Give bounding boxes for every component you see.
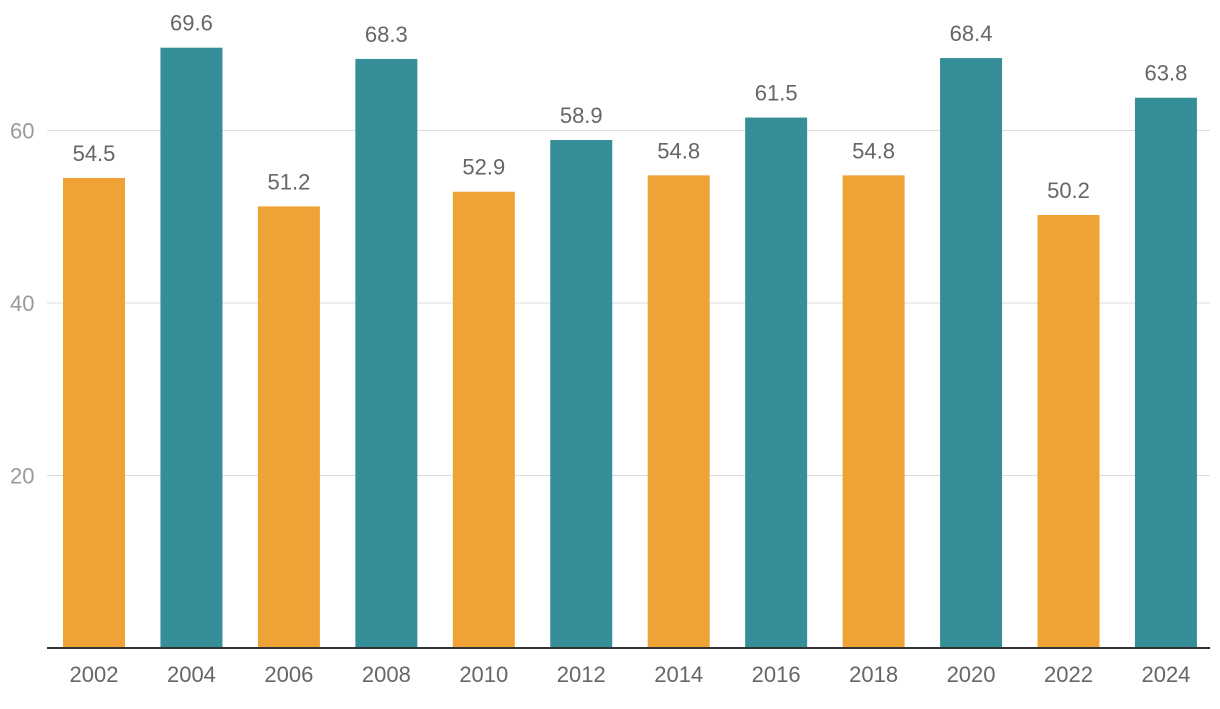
x-tick-label: 2012 xyxy=(557,662,606,687)
bar-2018 xyxy=(842,175,905,648)
data-label: 69.6 xyxy=(170,11,213,36)
y-tick-label: 60 xyxy=(10,119,34,144)
bar-2004 xyxy=(160,47,223,648)
bar-2016 xyxy=(745,117,808,648)
bar-2012 xyxy=(550,139,613,649)
bar-2014 xyxy=(647,175,710,648)
data-label: 63.8 xyxy=(1145,61,1188,86)
data-label: 61.5 xyxy=(755,81,798,106)
x-tick-label: 2022 xyxy=(1044,662,1093,687)
y-tick-label: 20 xyxy=(10,464,34,489)
gridlines xyxy=(47,130,1210,476)
x-tick-label: 2006 xyxy=(264,662,313,687)
y-axis-tick-labels: 20 40 60 xyxy=(10,119,34,489)
x-tick-label: 2010 xyxy=(459,662,508,687)
x-tick-label: 2016 xyxy=(752,662,801,687)
data-label: 68.3 xyxy=(365,22,408,47)
data-label: 52.9 xyxy=(462,155,505,180)
x-tick-label: 2008 xyxy=(362,662,411,687)
bars xyxy=(63,47,1197,649)
x-tick-label: 2020 xyxy=(947,662,996,687)
bar-2010 xyxy=(452,191,515,649)
x-tick-label: 2018 xyxy=(849,662,898,687)
x-tick-label: 2014 xyxy=(654,662,703,687)
x-tick-label: 2002 xyxy=(70,662,119,687)
data-label: 58.9 xyxy=(560,103,603,128)
data-label: 50.2 xyxy=(1047,178,1090,203)
x-tick-label: 2024 xyxy=(1141,662,1190,687)
bar-2024 xyxy=(1134,97,1197,649)
data-label: 54.5 xyxy=(73,141,116,166)
data-label: 54.8 xyxy=(852,138,895,163)
bar-2020 xyxy=(940,58,1003,649)
bar-2022 xyxy=(1037,215,1100,648)
data-label: 68.4 xyxy=(950,21,993,46)
data-labels: 54.5 69.6 51.2 68.3 52.9 58.9 54.8 61.5 54.8 68.4… xyxy=(73,11,1188,203)
bar-2008 xyxy=(355,58,418,649)
bar-2002 xyxy=(63,177,125,648)
data-label: 51.2 xyxy=(267,169,310,194)
x-tick-label: 2004 xyxy=(167,662,216,687)
data-label: 54.8 xyxy=(657,138,700,163)
x-axis-tick-labels: 2002 2004 2006 2008 2010 2012 2014 2016 2018 2020… xyxy=(70,662,1191,687)
bar-2006 xyxy=(257,206,320,648)
y-tick-label: 40 xyxy=(10,291,34,316)
